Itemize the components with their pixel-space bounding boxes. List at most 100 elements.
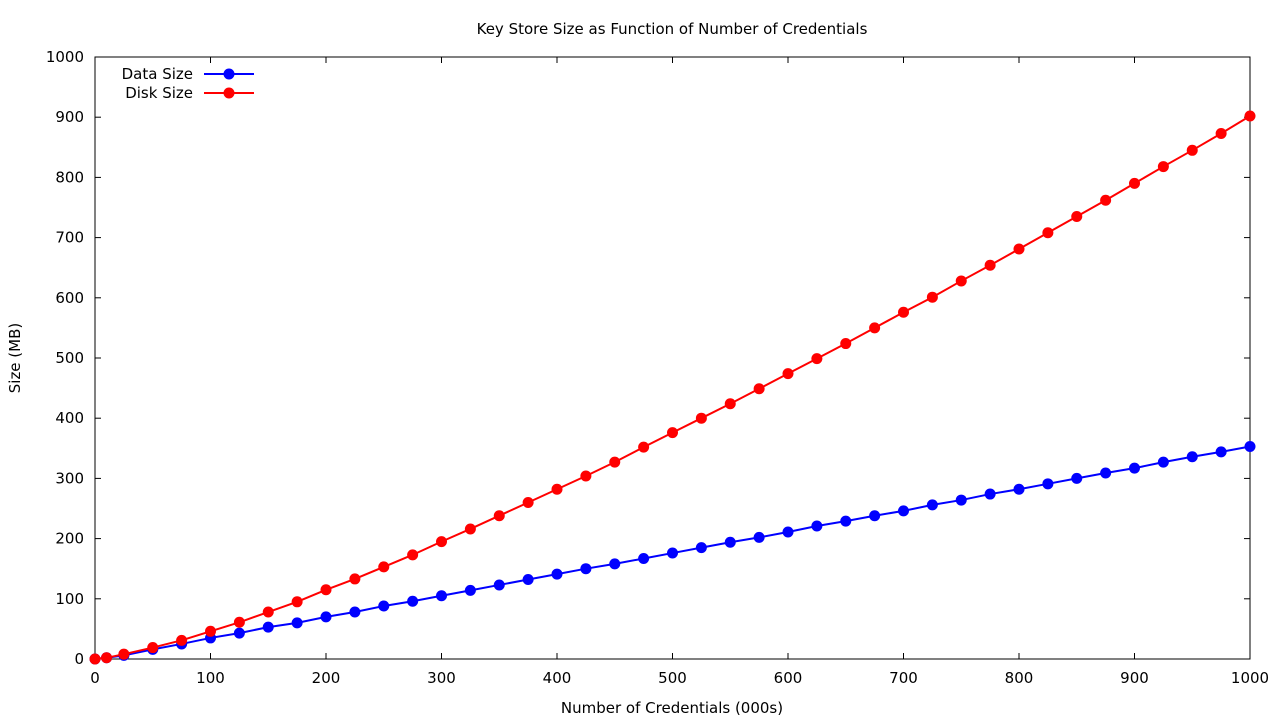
data-point [89, 653, 101, 665]
legend-entry: Disk Size [125, 84, 254, 102]
data-point [262, 621, 274, 633]
data-point [176, 634, 188, 646]
x-tick-label: 800 [1005, 669, 1034, 687]
data-point [1157, 456, 1169, 468]
data-point [667, 547, 678, 559]
data-point [695, 542, 707, 554]
y-tick-label: 1000 [46, 48, 84, 66]
data-point [233, 627, 245, 639]
data-point [898, 505, 909, 517]
series-layer [89, 110, 1256, 665]
data-point [840, 515, 852, 527]
data-point [205, 625, 216, 637]
x-tick-label: 100 [196, 669, 225, 687]
data-point [1013, 483, 1025, 495]
data-point [1042, 227, 1054, 239]
plot-frame [94, 56, 1251, 660]
data-point [811, 353, 823, 365]
data-point [522, 574, 534, 586]
data-point [609, 558, 621, 570]
data-point [378, 561, 390, 573]
series-disk-size [89, 110, 1256, 665]
data-point [580, 470, 592, 482]
x-tick-label: 200 [312, 669, 341, 687]
data-point [984, 488, 996, 500]
data-point [291, 617, 303, 629]
data-point [493, 579, 505, 591]
data-point [926, 291, 938, 303]
data-point [1042, 478, 1054, 490]
data-point [291, 596, 303, 608]
data-point [753, 383, 765, 395]
data-point [436, 590, 447, 602]
y-tick-label: 300 [55, 469, 84, 487]
y-tick-label: 800 [55, 168, 84, 186]
legend-label: Disk Size [125, 84, 193, 102]
data-point [551, 568, 563, 580]
data-point [898, 306, 909, 318]
data-point [522, 496, 534, 508]
y-tick-label: 0 [74, 650, 84, 668]
data-point [1071, 211, 1083, 223]
x-tick-label: 400 [543, 669, 572, 687]
series-data-size [89, 440, 1256, 665]
legend-marker [223, 87, 235, 99]
data-point [101, 652, 113, 664]
data-point [349, 573, 361, 585]
data-point [840, 338, 852, 350]
data-point [262, 606, 274, 618]
y-tick-label: 900 [55, 108, 84, 126]
y-tick-label: 100 [55, 590, 84, 608]
data-point [320, 584, 332, 596]
data-point [1215, 127, 1227, 139]
data-point [782, 368, 794, 380]
data-point [811, 520, 823, 532]
data-point [667, 427, 678, 439]
data-point [1215, 446, 1227, 458]
y-tick-label: 600 [55, 289, 84, 307]
x-tick-label: 600 [774, 669, 803, 687]
x-tick-label: 700 [889, 669, 918, 687]
x-tick-label: 500 [658, 669, 687, 687]
data-point [1244, 440, 1256, 452]
y-tick-label: 700 [55, 229, 84, 247]
x-tick-label: 0 [90, 669, 100, 687]
y-axis-label: Size (MB) [6, 323, 24, 394]
data-point [1157, 161, 1169, 173]
data-point [464, 523, 476, 535]
series-line [94, 115, 1251, 660]
data-point [580, 563, 592, 575]
chart-title: Key Store Size as Function of Number of … [477, 20, 868, 38]
data-point [695, 412, 707, 424]
data-point [1186, 144, 1198, 156]
data-point [782, 526, 794, 538]
y-tick-label: 200 [55, 530, 84, 548]
data-point [464, 584, 476, 596]
data-point [147, 642, 159, 654]
data-point [1100, 194, 1112, 206]
x-axis: 0 100 200 300 400 500 600 700 800 900 1000 [90, 57, 1269, 687]
data-point [926, 499, 938, 511]
x-axis-label: Number of Credentials (000s) [561, 699, 783, 717]
y-tick-label: 400 [55, 409, 84, 427]
data-point [1129, 177, 1140, 189]
data-point [955, 494, 967, 506]
data-point [493, 510, 505, 522]
data-point [349, 606, 361, 618]
data-point [724, 398, 736, 410]
legend-entry: Data Size [122, 65, 254, 83]
legend-label: Data Size [122, 65, 193, 83]
data-point [407, 549, 419, 561]
data-point [436, 536, 447, 548]
data-point [551, 483, 563, 495]
data-point [869, 322, 881, 334]
legend-marker [223, 68, 235, 80]
data-point [984, 259, 996, 271]
data-point [638, 441, 650, 453]
data-point [955, 275, 967, 287]
data-point [869, 510, 881, 522]
data-point [1186, 451, 1198, 463]
data-point [320, 611, 332, 623]
